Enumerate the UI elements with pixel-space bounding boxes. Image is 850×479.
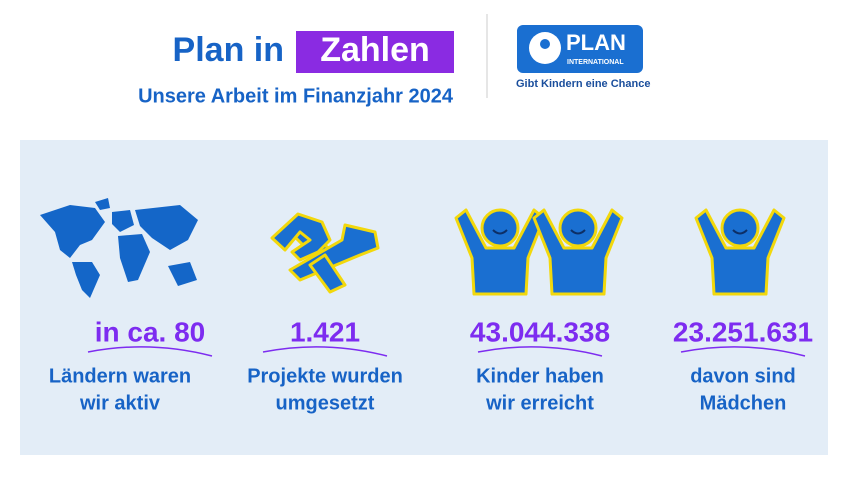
stat-underline <box>87 346 213 357</box>
stat-number: 23.251.631 <box>673 316 813 347</box>
child-icon <box>532 208 624 296</box>
logo-subname: INTERNATIONAL <box>567 59 624 66</box>
title-highlight-box <box>296 31 454 73</box>
stat-number: in ca. 80 <box>95 316 206 347</box>
stat-description: Ländern waren <box>49 365 191 387</box>
child-head <box>720 208 760 248</box>
stat-underline <box>680 346 806 357</box>
child-smile <box>570 229 586 235</box>
child-icon <box>694 208 786 296</box>
child-head <box>558 208 598 248</box>
stat-description: Kinder haben <box>476 365 604 387</box>
title-highlight: Zahlen <box>320 31 430 69</box>
stat-underline <box>477 346 603 357</box>
world-map-icon <box>40 198 198 298</box>
stat-description: Mädchen <box>700 392 787 414</box>
stat-description: umgesetzt <box>276 392 375 414</box>
stat-description: wir erreicht <box>485 392 594 414</box>
child-smile <box>732 229 748 235</box>
title: Plan in <box>173 31 284 69</box>
tools-icon <box>270 212 380 294</box>
panel <box>20 140 828 455</box>
child-smile <box>492 229 508 235</box>
stat-description: davon sind <box>690 365 796 387</box>
logo-name: PLAN <box>566 30 626 55</box>
child-head <box>480 208 520 248</box>
child-body <box>694 208 786 296</box>
logo-tagline: Gibt Kindern eine Chance <box>516 78 650 90</box>
subtitle: Unsere Arbeit im Finanzjahr 2024 <box>138 85 454 107</box>
stat-underline <box>262 346 388 357</box>
stat-description: Projekte wurden <box>247 365 403 387</box>
stat-number: 1.421 <box>290 316 360 347</box>
stat-number: 43.044.338 <box>470 316 610 347</box>
stat-description: wir aktiv <box>79 392 161 414</box>
child-body <box>532 208 624 296</box>
logo-emblem-head <box>540 39 550 49</box>
